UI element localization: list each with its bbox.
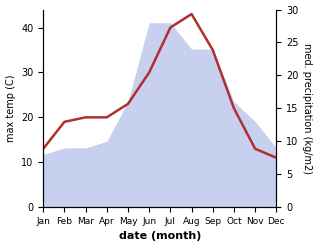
Y-axis label: max temp (C): max temp (C) [5, 75, 16, 142]
X-axis label: date (month): date (month) [119, 231, 201, 242]
Y-axis label: med. precipitation (kg/m2): med. precipitation (kg/m2) [302, 43, 313, 174]
